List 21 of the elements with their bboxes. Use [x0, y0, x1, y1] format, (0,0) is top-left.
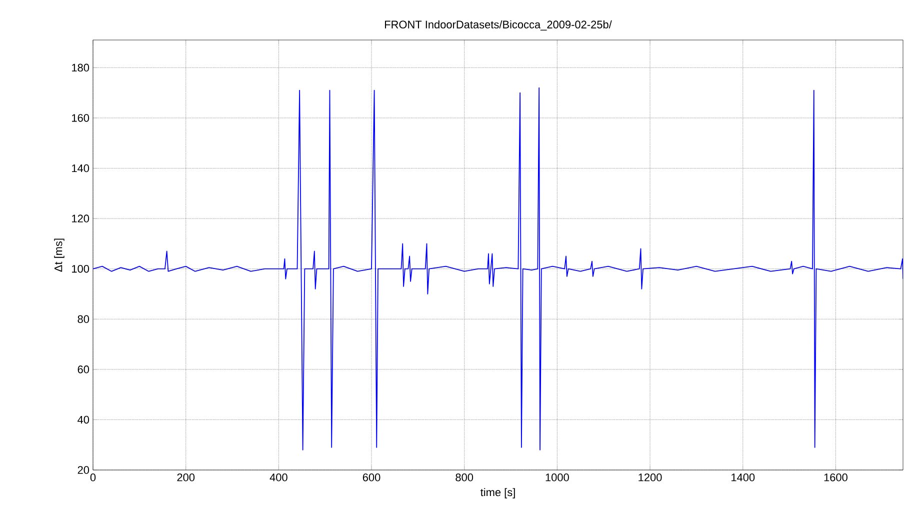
x-tick-label: 600: [362, 474, 380, 482]
x-tick-label: 200: [177, 474, 195, 482]
x-tick-label: 400: [270, 474, 288, 482]
x-tick-label: 1600: [824, 474, 848, 482]
y-tick-label: 80: [78, 315, 90, 323]
y-tick-label: 160: [72, 114, 90, 122]
y-tick-label: 100: [72, 264, 90, 273]
y-tick-label: 180: [72, 64, 90, 72]
y-tick-label: 60: [78, 366, 90, 374]
x-tick-label: 1400: [732, 474, 755, 482]
y-tick-label: 40: [78, 416, 90, 424]
y-tick-label: 140: [72, 164, 90, 172]
x-tick-label: 1000: [546, 474, 569, 482]
chart-title: FRONT IndoorDatasets/Bicocca_2009-02-25b/: [385, 20, 612, 30]
y-axis-title: Δt [ms]: [54, 238, 64, 272]
x-tick-label: 800: [456, 474, 474, 482]
x-tick-label: 1200: [638, 474, 662, 482]
x-axis-title: time [s]: [480, 488, 515, 498]
x-tick-label: 0: [90, 474, 96, 482]
y-tick-label: 20: [78, 466, 90, 474]
y-tick-label: 120: [72, 214, 90, 222]
